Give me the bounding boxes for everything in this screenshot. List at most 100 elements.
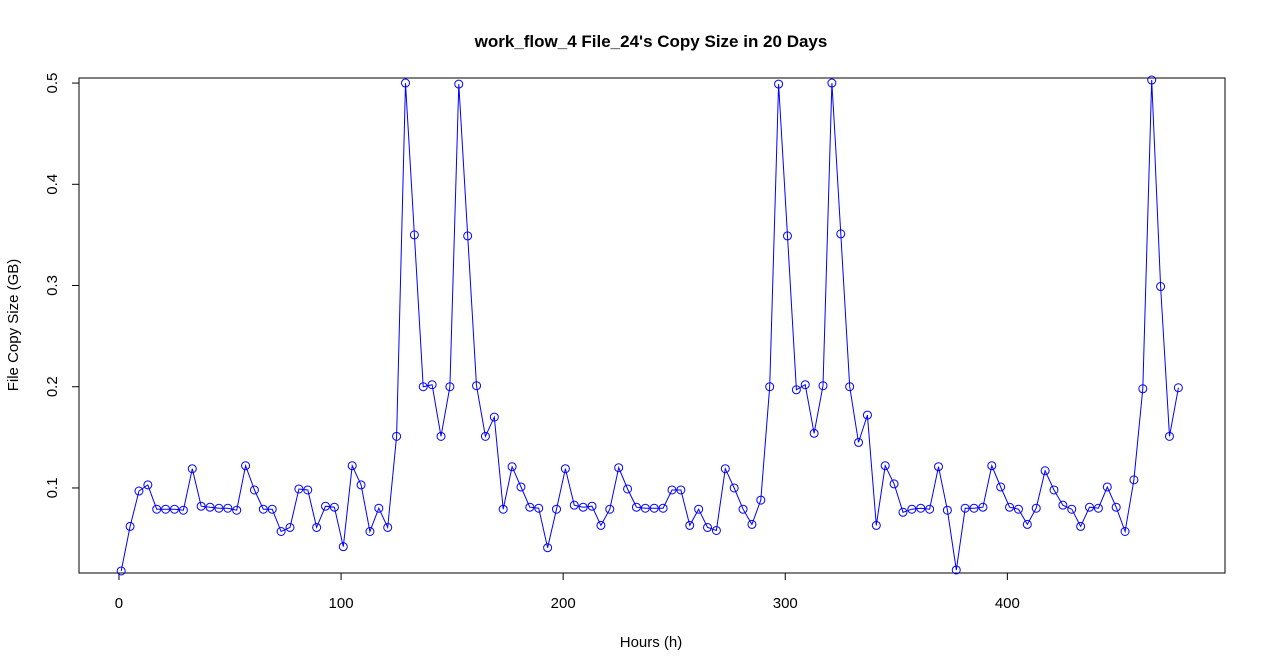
- data-point: [1005, 502, 1015, 512]
- plot-frame: [78, 77, 1226, 574]
- data-point: [631, 502, 641, 512]
- data-point: [951, 565, 961, 575]
- data-point: [898, 507, 908, 517]
- data-point: [782, 231, 792, 241]
- x-tick-label: 0: [115, 595, 123, 612]
- data-point: [276, 526, 286, 536]
- data-point: [987, 461, 997, 471]
- data-point: [1058, 500, 1068, 510]
- data-point: [1129, 475, 1139, 485]
- data-point: [605, 504, 615, 514]
- data-point: [170, 504, 179, 514]
- y-axis-label: File Copy Size (GB): [5, 259, 22, 392]
- data-point: [161, 504, 171, 514]
- y-tick-label: 0.3: [44, 275, 61, 296]
- data-point: [880, 461, 890, 471]
- data-point: [347, 461, 357, 471]
- x-tick-label: 200: [551, 595, 576, 612]
- y-tick-label: 0.2: [44, 376, 61, 397]
- data-point: [1120, 526, 1130, 536]
- data-point: [862, 410, 872, 420]
- data-point: [196, 501, 206, 511]
- data-point: [925, 504, 935, 514]
- data-point: [116, 566, 126, 576]
- x-tick-label: 300: [773, 595, 798, 612]
- data-point: [1067, 504, 1077, 514]
- data-point: [569, 500, 579, 510]
- data-point: [596, 520, 606, 530]
- data-point: [1085, 502, 1095, 512]
- data-point: [960, 503, 970, 513]
- data-point: [774, 79, 784, 89]
- data-point: [187, 464, 197, 474]
- data-point: [321, 501, 331, 511]
- data-point: [729, 483, 739, 493]
- data-point: [640, 503, 650, 513]
- data-point: [241, 461, 251, 471]
- data-point: [756, 495, 766, 505]
- y-tick-label: 0.5: [44, 73, 61, 94]
- data-point: [623, 484, 633, 494]
- data-point: [685, 520, 695, 530]
- data-point: [374, 503, 384, 513]
- y-axis: 0.1 0.2 0.3 0.4 0.5: [44, 73, 80, 498]
- data-point: [676, 485, 686, 495]
- data-point: [329, 502, 339, 512]
- data-point: [738, 504, 748, 514]
- data-point: [996, 482, 1006, 492]
- data-point: [338, 542, 348, 552]
- data-point: [658, 503, 668, 513]
- data-point: [516, 482, 526, 492]
- data-point: [365, 526, 375, 536]
- x-tick-label: 100: [329, 595, 354, 612]
- data-point: [614, 463, 624, 473]
- data-point: [383, 522, 393, 532]
- data-point: [809, 428, 819, 438]
- data-point: [942, 505, 952, 515]
- data-point: [978, 502, 988, 512]
- data-point: [1093, 503, 1103, 513]
- data-point: [258, 504, 268, 514]
- data-point: [1031, 503, 1041, 513]
- data-point: [1173, 383, 1183, 393]
- data-point: [178, 505, 188, 515]
- data-point: [472, 381, 482, 391]
- data-point: [1138, 384, 1148, 394]
- series-line: [120, 79, 1179, 572]
- data-point: [765, 382, 775, 392]
- data-point: [578, 502, 588, 512]
- data-point: [285, 522, 295, 532]
- data-point: [552, 504, 561, 514]
- data-point: [1102, 482, 1112, 492]
- data-point: [889, 479, 899, 489]
- data-point: [356, 480, 366, 490]
- data-point: [1147, 75, 1157, 85]
- data-point: [836, 229, 846, 239]
- data-point: [1156, 282, 1166, 292]
- data-point: [400, 78, 410, 88]
- data-point: [214, 503, 224, 513]
- data-point: [543, 543, 553, 553]
- data-point: [969, 503, 979, 513]
- data-point: [827, 78, 837, 88]
- data-point: [1164, 431, 1174, 441]
- data-point: [267, 504, 277, 514]
- data-point: [916, 503, 926, 513]
- data-point: [507, 462, 517, 472]
- data-point: [649, 503, 659, 513]
- x-tick-label: 400: [995, 595, 1020, 612]
- data-point: [152, 504, 162, 514]
- chart-title: work_flow_4 File_24's Copy Size in 20 Da…: [474, 32, 828, 51]
- data-point: [1040, 466, 1050, 476]
- data-point: [134, 486, 144, 496]
- data-point: [125, 521, 135, 531]
- data-point: [871, 520, 881, 530]
- data-point: [409, 230, 419, 240]
- data-point: [303, 485, 313, 495]
- data-point: [587, 501, 597, 511]
- x-axis: 0 100 200 300 400: [115, 572, 1020, 612]
- data-point: [703, 522, 713, 532]
- data-point: [720, 464, 730, 474]
- data-point: [1013, 504, 1023, 514]
- data-point: [445, 382, 455, 392]
